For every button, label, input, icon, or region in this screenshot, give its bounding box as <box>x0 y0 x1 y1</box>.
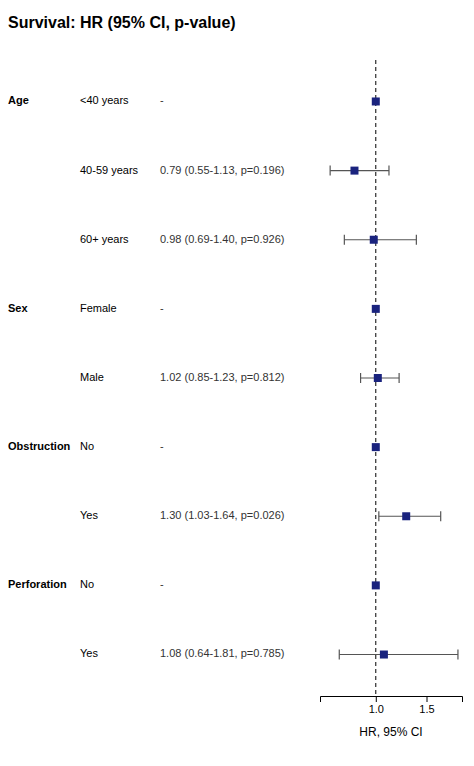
group-label: Sex <box>8 302 28 314</box>
ci-line <box>344 239 416 240</box>
ci-cap-upper <box>399 373 400 383</box>
x-axis-title: HR, 95% CI <box>359 725 422 739</box>
x-axis: 1.0 1.5 <box>321 696 463 715</box>
value-label: - <box>160 578 164 590</box>
x-tick-mark <box>376 696 377 702</box>
x-tick: 1.5 <box>419 696 434 715</box>
value-label: 0.98 (0.69-1.40, p=0.926) <box>160 233 284 245</box>
level-label: 40-59 years <box>80 164 139 176</box>
level-label: Female <box>80 302 117 314</box>
hr-point <box>370 236 378 244</box>
x-tick-label: 1.5 <box>419 703 434 715</box>
x-tick: 1.0 <box>369 696 384 715</box>
group-label: Perforation <box>8 578 67 590</box>
ci-cap-lower <box>378 511 379 521</box>
value-label: - <box>160 94 164 106</box>
row-labels: Age <40 years - 40-59 years 0.79 (0.55-1.13,… <box>8 94 284 659</box>
value-label: 0.79 (0.55-1.13, p=0.196) <box>160 164 284 176</box>
value-label: 1.08 (0.64-1.81, p=0.785) <box>160 647 284 659</box>
hr-point <box>372 305 380 313</box>
level-label: No <box>80 578 94 590</box>
title: Survival: HR (95% CI, p-value) <box>8 14 236 31</box>
ci-cap-lower <box>360 373 361 383</box>
ci-line <box>339 654 458 655</box>
ci-cap-lower <box>330 166 331 176</box>
group-label: Age <box>8 94 29 106</box>
x-axis-line <box>321 697 463 703</box>
group-label: Obstruction <box>8 440 71 452</box>
hr-point <box>374 374 382 382</box>
level-label: 60+ years <box>80 233 129 245</box>
ci-cap-upper <box>440 511 441 521</box>
level-label: <40 years <box>80 94 129 106</box>
hr-point <box>402 512 410 520</box>
x-tick-label: 1.0 <box>369 703 384 715</box>
ci-cap-upper <box>416 235 417 245</box>
hr-point <box>372 97 380 105</box>
ci-cap-upper <box>388 166 389 176</box>
ci-cap-lower <box>339 650 340 660</box>
hr-point <box>380 651 388 659</box>
level-label: Yes <box>80 647 98 659</box>
hr-point <box>350 167 358 175</box>
level-label: No <box>80 440 94 452</box>
plot-area <box>330 60 458 696</box>
ci-cap-upper <box>457 650 458 660</box>
value-label: - <box>160 302 164 314</box>
level-label: Yes <box>80 509 98 521</box>
x-tick-mark <box>427 696 428 702</box>
hr-point <box>372 581 380 589</box>
ci-cap-lower <box>344 235 345 245</box>
ci-line <box>330 170 389 171</box>
value-label: 1.30 (1.03-1.64, p=0.026) <box>160 509 284 521</box>
hr-point <box>372 443 380 451</box>
value-label: - <box>160 440 164 452</box>
chart: Survival: HR (95% CI, p-value) 1.0 1.5 HR, … <box>0 0 474 766</box>
level-label: Male <box>80 371 104 383</box>
value-label: 1.02 (0.85-1.23, p=0.812) <box>160 371 284 383</box>
